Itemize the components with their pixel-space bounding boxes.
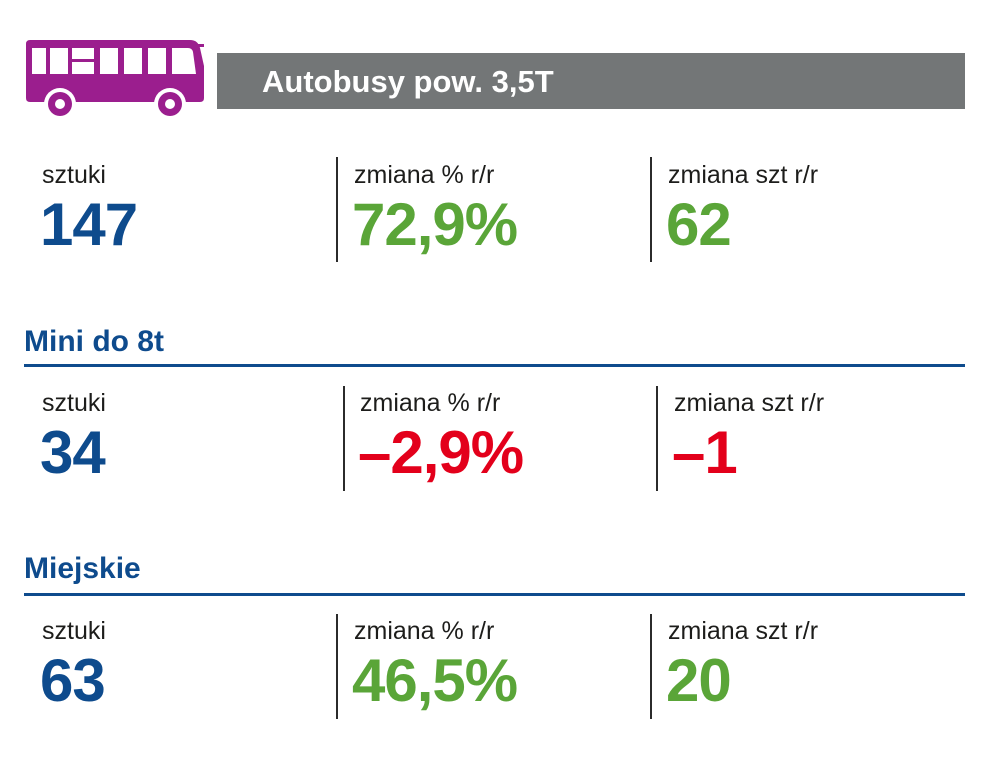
- divider: [343, 386, 345, 491]
- divider: [650, 157, 652, 262]
- total-units-label: sztuki: [42, 161, 106, 189]
- mini-units-label: sztuki: [42, 389, 106, 417]
- mini-abs-label: zmiana szt r/r: [674, 389, 825, 417]
- city-units-value: 63: [40, 647, 106, 714]
- mini-pct-label: zmiana % r/r: [360, 389, 501, 417]
- divider: [650, 614, 652, 719]
- mini-abs-value: –1: [672, 419, 738, 486]
- total-pct-label: zmiana % r/r: [354, 161, 495, 189]
- total-abs-label: zmiana szt r/r: [668, 161, 819, 189]
- total-units-value: 147: [40, 191, 138, 258]
- bus-icon: [26, 40, 204, 120]
- city-abs-value: 20: [666, 647, 732, 714]
- mini-pct-value: –2,9%: [358, 419, 524, 486]
- section-title-city: Miejskie: [24, 552, 141, 585]
- section-rule: [24, 593, 965, 596]
- city-pct-value: 46,5%: [352, 647, 518, 714]
- divider: [656, 386, 658, 491]
- section-rule: [24, 364, 965, 367]
- total-abs-value: 62: [666, 191, 732, 258]
- section-title-mini: Mini do 8t: [24, 325, 164, 358]
- city-abs-label: zmiana szt r/r: [668, 617, 819, 645]
- city-pct-label: zmiana % r/r: [354, 617, 495, 645]
- total-pct-value: 72,9%: [352, 191, 518, 258]
- divider: [336, 614, 338, 719]
- header-title: Autobusy pow. 3,5T: [262, 64, 554, 99]
- header-bar: Autobusy pow. 3,5T: [217, 53, 965, 109]
- mini-units-value: 34: [40, 419, 106, 486]
- divider: [336, 157, 338, 262]
- city-units-label: sztuki: [42, 617, 106, 645]
